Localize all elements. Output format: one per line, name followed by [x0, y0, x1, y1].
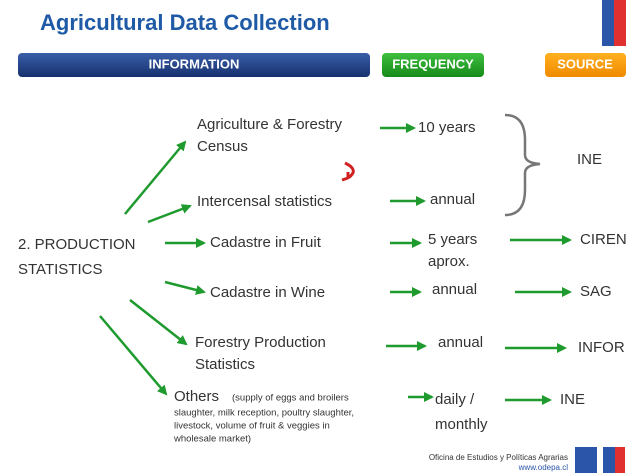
header: INFORMATION: [149, 56, 240, 71]
footer-url: www.odepa.cl: [518, 463, 569, 472]
frequency: annual: [432, 281, 477, 298]
header-bar: [18, 53, 370, 77]
frequency: annual: [430, 191, 475, 208]
info: Forestry Production: [195, 334, 326, 351]
info: Agriculture & Forestry: [197, 116, 343, 133]
info: Cadastre in Wine: [210, 284, 325, 301]
info: Intercensal statistics: [197, 193, 332, 210]
info: Cadastre in Fruit: [210, 234, 322, 251]
note: wholesale market): [173, 434, 251, 445]
footer-office: Oficina de Estudios y Políticas Agrarias: [429, 453, 568, 462]
frequency: daily /: [435, 391, 475, 408]
source: INE: [577, 151, 602, 168]
arrows: [99, 123, 572, 405]
logo-blue: [575, 447, 597, 473]
info: Others: [174, 388, 219, 405]
logo-red: [615, 447, 625, 473]
source: INFOR: [578, 339, 625, 356]
brace: [504, 113, 541, 217]
note: livestock, volume of fruit & veggies in: [174, 421, 330, 432]
frequency: 10 years: [418, 119, 476, 136]
root: 2. PRODUCTION: [18, 236, 136, 253]
header-bar: [545, 53, 626, 77]
info: Census: [197, 138, 248, 155]
header-bar: [382, 53, 484, 77]
root: STATISTICS: [18, 261, 102, 278]
source: SAG: [580, 283, 612, 300]
note: slaughter, milk reception, poultry slaug…: [174, 408, 354, 419]
header: FREQUENCY: [392, 56, 474, 71]
header: SOURCE: [557, 56, 613, 71]
source: CIREN: [580, 231, 627, 248]
flag-red: [614, 0, 626, 46]
frequency: annual: [438, 334, 483, 351]
source: INE: [560, 391, 585, 408]
loop-arrow: [341, 161, 355, 182]
info: Statistics: [195, 356, 255, 373]
frequency: 5 years: [428, 231, 477, 248]
note: (supply of eggs and broilers: [232, 393, 349, 404]
flag-blue: [602, 0, 614, 46]
frequency: monthly: [435, 416, 488, 433]
frequency: aprox.: [428, 253, 470, 270]
title: Agricultural Data Collection: [40, 10, 330, 35]
